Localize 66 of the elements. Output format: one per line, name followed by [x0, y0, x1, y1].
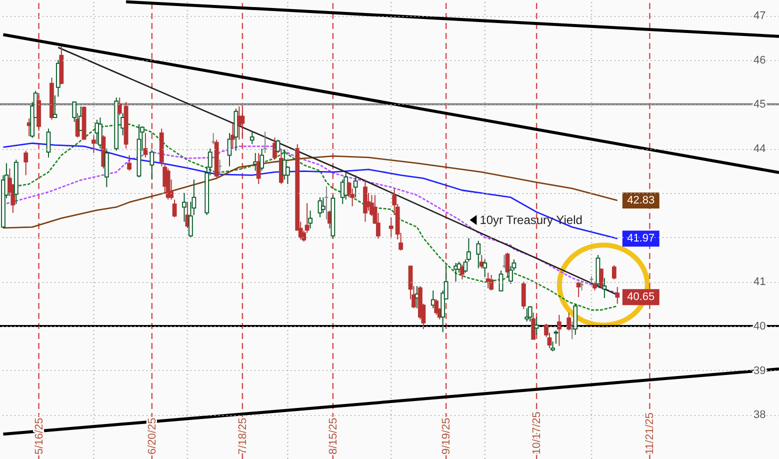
candlestick [602, 278, 607, 299]
candlestick [566, 312, 572, 331]
candlestick [72, 102, 77, 122]
candlestick [612, 264, 616, 280]
candlestick [557, 314, 562, 346]
x-tick-label: 6/20/25 [146, 418, 158, 454]
candlestick [434, 298, 439, 316]
candlestick [353, 174, 358, 198]
candlestick [482, 258, 488, 278]
x-tick-label: 11/21/25 [644, 412, 656, 454]
x-tick-label: 7/18/25 [236, 418, 249, 454]
x-tick-label: 8/15/25 [327, 418, 340, 454]
candlestick [573, 303, 578, 336]
x-tick-label: 5/16/25 [33, 418, 46, 454]
candlestick [521, 281, 526, 310]
y-tick-label: 44 [754, 143, 766, 156]
candlestick [92, 134, 96, 154]
candlestick [24, 150, 28, 176]
y-tick-label: 39 [754, 364, 766, 377]
candlestick [282, 148, 287, 180]
annotation: 41.97 [627, 232, 655, 245]
candlestick [150, 149, 154, 180]
y-tick-label: 47 [754, 10, 766, 22]
candlestick [188, 201, 193, 238]
candlestick [550, 340, 555, 352]
x-tick-label: 10/17/25 [531, 412, 544, 454]
candlestick [615, 286, 620, 304]
y-tick-label: 38 [754, 409, 766, 422]
candlestick [554, 330, 558, 344]
candlestick [534, 316, 539, 336]
annotation: 10yr Treasury Yield [480, 212, 582, 227]
candlestick [498, 270, 504, 292]
candlestick [476, 240, 481, 269]
candlestick [308, 210, 313, 229]
candlestick [388, 216, 394, 238]
candlestick [230, 124, 235, 150]
annotation: 40.65 [627, 291, 655, 304]
candlestick [143, 132, 148, 158]
candlestick [531, 312, 536, 340]
candlestick [46, 128, 51, 158]
candlestick [505, 252, 510, 278]
candlestick [127, 154, 132, 172]
candlestick [260, 148, 264, 172]
candlestick [576, 281, 581, 298]
candlestick [240, 108, 245, 138]
candlestick [460, 264, 464, 280]
candlestick [98, 117, 102, 150]
x-tick-label: 9/19/25 [440, 418, 453, 454]
candlestick [250, 130, 254, 145]
y-tick-label: 41 [754, 276, 766, 288]
candlestick [528, 306, 532, 322]
candlestick [256, 152, 261, 185]
candlestick [52, 94, 58, 118]
candlestick [117, 97, 122, 116]
line-series [2, 155, 618, 229]
candlestick [321, 196, 326, 214]
candlestick [182, 192, 186, 222]
candlestick [524, 308, 530, 322]
candlestick [172, 199, 177, 218]
line-series [2, 142, 618, 240]
annotation: 42.83 [627, 194, 655, 206]
y-tick-label: 46 [754, 54, 766, 66]
candlestick [599, 268, 604, 289]
candlestick [272, 136, 277, 160]
candlestick [489, 274, 494, 291]
candlestick [104, 148, 109, 188]
